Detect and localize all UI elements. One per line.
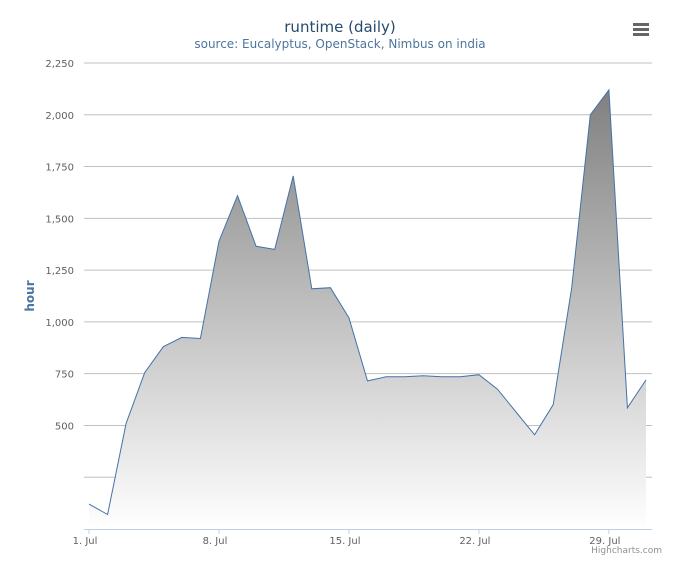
y-tick-label: 750 <box>55 370 74 381</box>
y-axis-label: hour <box>23 280 37 311</box>
series-line[interactable] <box>88 88 647 516</box>
y-axis-ticks: 500 750 1,000 1,250 1,500 1,750 2,000 2,250 <box>45 59 74 432</box>
x-tick-label: 29. Jul <box>589 536 620 547</box>
chart-subtitle: source: Eucalyptus, OpenStack, Nimbus on… <box>194 37 485 51</box>
plot-area <box>88 88 647 530</box>
x-axis-ticks: 1. Jul 8. Jul 15. Jul 22. Jul 29. Jul <box>73 529 620 547</box>
x-tick-label: 8. Jul <box>203 536 228 547</box>
y-tick-label: 1,500 <box>45 214 74 225</box>
x-tick-label: 22. Jul <box>459 536 490 547</box>
x-tick-label: 1. Jul <box>73 536 98 547</box>
credits-link[interactable]: Highcharts.com <box>591 546 662 556</box>
y-tick-label: 500 <box>55 421 74 432</box>
y-tick-label: 2,250 <box>45 59 74 70</box>
x-tick-label: 15. Jul <box>329 536 360 547</box>
y-tick-label: 1,750 <box>45 163 74 174</box>
hamburger-menu-icon[interactable] <box>628 16 654 42</box>
y-tick-label: 1,250 <box>45 266 74 277</box>
y-tick-label: 1,000 <box>45 318 74 329</box>
chart-title: runtime (daily) <box>284 18 395 36</box>
series-area-fill <box>89 89 646 530</box>
y-tick-label: 2,000 <box>45 111 74 122</box>
